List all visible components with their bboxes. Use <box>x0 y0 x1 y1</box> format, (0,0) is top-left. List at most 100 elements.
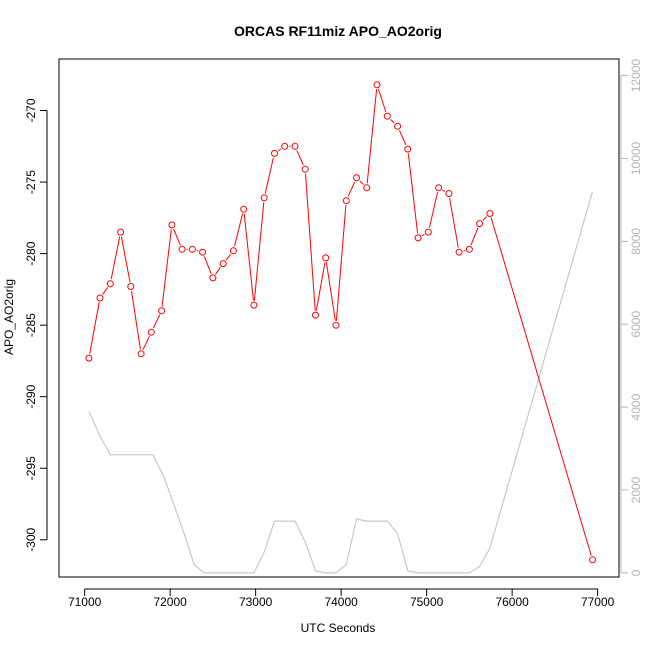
primary-series-segment <box>470 227 479 246</box>
data-point <box>414 234 422 242</box>
primary-series-segment <box>120 236 131 283</box>
primary-series-segment <box>243 213 254 301</box>
data-point <box>465 245 473 253</box>
primary-series-segment <box>264 157 274 194</box>
primary-series-segment <box>359 180 364 185</box>
data-point <box>158 307 166 315</box>
data-point <box>281 142 289 150</box>
primary-series-segment <box>335 205 347 321</box>
data-point <box>147 328 155 336</box>
y2-tick-label: 12000 <box>629 59 643 93</box>
primary-series-segment <box>234 213 244 247</box>
data-point <box>260 194 268 202</box>
data-point <box>363 184 371 192</box>
x-tick-label: 71000 <box>68 595 102 609</box>
primary-series-segment <box>428 192 439 228</box>
primary-series-segment <box>390 119 395 124</box>
x-tick-label: 74000 <box>324 595 358 609</box>
primary-series-segment <box>277 148 282 152</box>
y-tick-label: -275 <box>24 170 38 194</box>
data-point <box>404 145 412 153</box>
plot-layer: 71000 72000 73000 74000 75000 76000 77000 -300 -… <box>24 58 643 609</box>
data-point <box>127 283 135 290</box>
primary-series-segment <box>196 250 199 252</box>
data-point <box>96 294 104 302</box>
data-point <box>137 350 145 358</box>
y-tick-label: -285 <box>24 313 38 337</box>
data-point <box>476 220 484 228</box>
primary-series-segment <box>89 302 100 354</box>
data-point <box>322 254 330 262</box>
y-tick-label: -290 <box>24 384 38 408</box>
y2-tick-label: 6000 <box>629 311 643 338</box>
data-point <box>373 81 381 89</box>
primary-series-segment <box>203 256 212 274</box>
primary-series-segment <box>347 181 356 197</box>
y-tick-label: -295 <box>24 456 38 480</box>
primary-series-segment <box>173 228 181 246</box>
data-point <box>188 245 196 253</box>
data-point <box>455 248 463 256</box>
data-point <box>291 142 299 150</box>
primary-series-segment <box>398 130 407 146</box>
primary-series-segment <box>482 216 488 221</box>
data-point <box>589 556 596 564</box>
primary-series-segment <box>225 253 231 261</box>
primary-series-segment <box>253 202 265 301</box>
primary-series-segment <box>463 250 466 252</box>
primary-series-segment <box>407 153 419 234</box>
y2-tick-label: 10000 <box>629 141 643 175</box>
data-point <box>301 165 309 173</box>
x-tick-label: 76000 <box>495 595 529 609</box>
data-point <box>424 228 432 236</box>
primary-series-segment <box>325 262 336 321</box>
primary-series-segment <box>296 150 304 166</box>
primary-series-segment <box>377 88 387 113</box>
x-tick-label: 77000 <box>581 595 615 609</box>
y-tick-label: -300 <box>24 527 38 551</box>
primary-series-segment <box>110 236 121 280</box>
primary-series-segment <box>102 287 109 295</box>
primary-series-segment <box>131 290 141 350</box>
primary-series-segment <box>442 189 446 192</box>
chart-title: ORCAS RF11miz APO_AO2orig <box>234 23 442 39</box>
primary-series-segment <box>366 89 378 184</box>
x-tick-label: 72000 <box>153 595 187 609</box>
data-point <box>85 354 93 362</box>
primary-series-segment <box>305 173 316 311</box>
y-tick-label: -270 <box>24 98 38 122</box>
data-point <box>178 245 186 253</box>
data-point <box>106 280 114 288</box>
data-point <box>240 205 248 213</box>
primary-series-segment <box>161 229 172 307</box>
data-point <box>199 248 207 256</box>
x-tick-label: 73000 <box>239 595 273 609</box>
primary-series-segment <box>421 233 425 237</box>
data-point <box>229 247 237 255</box>
data-point <box>394 122 402 130</box>
y2-tick-label: 2000 <box>629 476 643 503</box>
y2-tick-label: 4000 <box>629 393 643 420</box>
primary-series-segment <box>152 314 161 329</box>
data-point <box>445 190 453 197</box>
y-axis-label: APO_AO2orig <box>2 279 16 355</box>
data-point <box>219 260 227 268</box>
y-tick-label: -280 <box>24 241 38 265</box>
y2-tick-label: 8000 <box>629 228 643 255</box>
data-point <box>332 321 340 329</box>
primary-series-segment <box>142 336 150 350</box>
data-point <box>271 149 278 157</box>
data-point <box>168 221 176 229</box>
data-point <box>383 112 391 120</box>
primary-series-segment <box>449 197 459 248</box>
data-point <box>435 184 443 192</box>
primary-series-segment <box>215 267 221 275</box>
plot-frame <box>58 58 620 578</box>
data-point <box>117 228 125 236</box>
data-point <box>353 174 360 182</box>
x-axis-label: UTC Seconds <box>301 621 376 635</box>
data-point <box>486 210 494 217</box>
